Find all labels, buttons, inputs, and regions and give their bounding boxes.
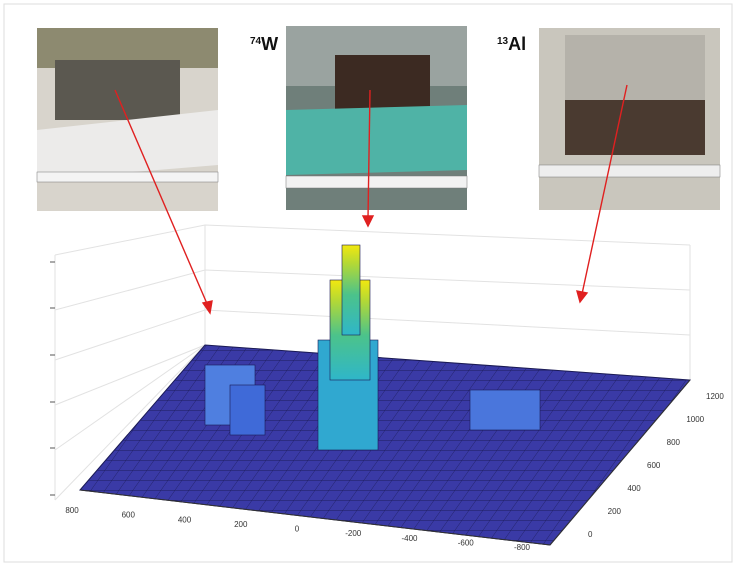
figure: 74W 13Al 8006004002000-200-400-600-80002…: [0, 0, 736, 566]
side-tick-label: 0: [588, 530, 593, 539]
figure-svg: 74W 13Al 8006004002000-200-400-600-80002…: [0, 0, 736, 566]
front-tick-label: 200: [234, 520, 248, 529]
front-tick-label: -600: [458, 538, 475, 547]
front-tick-label: 0: [295, 525, 300, 534]
front-tick-label: 800: [65, 506, 79, 515]
front-tick-label: -800: [514, 543, 531, 552]
side-tick-label: 1200: [706, 392, 724, 401]
front-tick-label: -200: [345, 529, 362, 538]
front-tick-label: -400: [401, 534, 418, 543]
side-tick-label: 200: [608, 507, 622, 516]
side-tick-label: 400: [627, 484, 641, 493]
photo-middle: [286, 26, 467, 210]
side-tick-label: 800: [667, 438, 681, 447]
side-tick-label: 600: [647, 461, 661, 470]
front-tick-label: 600: [122, 511, 136, 520]
photo-right: [539, 28, 720, 210]
side-tick-label: 1000: [686, 415, 704, 424]
front-tick-label: 400: [178, 515, 192, 524]
